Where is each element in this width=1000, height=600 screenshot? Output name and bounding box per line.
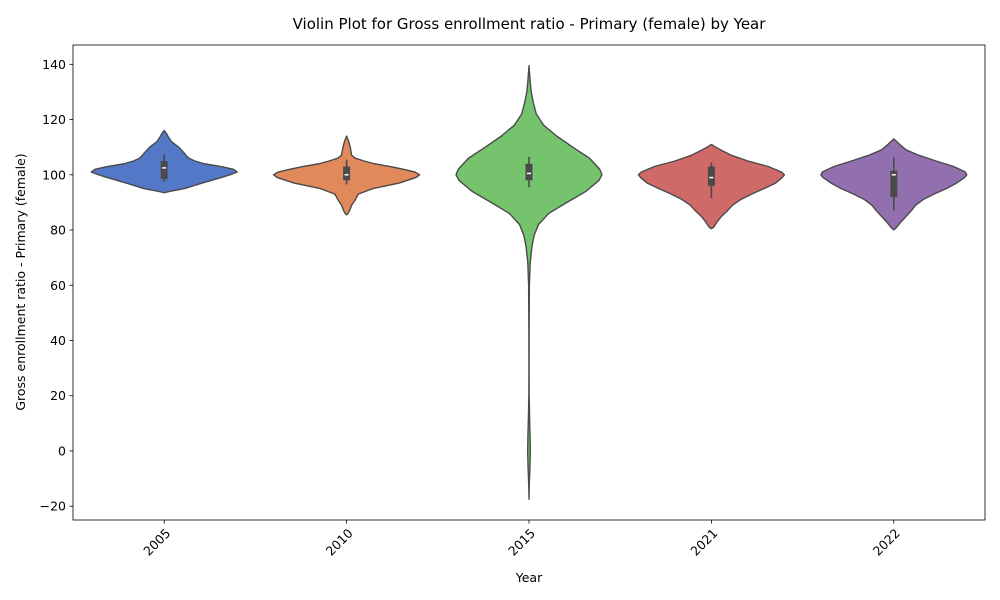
x-axis-label: Year — [515, 570, 543, 585]
y-tick-label: 80 — [50, 223, 66, 238]
violin-iqr-box-2010 — [343, 166, 351, 181]
y-tick-label: 120 — [42, 112, 66, 127]
y-tick-label: 60 — [50, 278, 66, 293]
y-tick-label: 0 — [58, 443, 66, 458]
violin-iqr-box-2021 — [707, 166, 715, 186]
violin-iqr-box-2005 — [160, 160, 168, 179]
y-tick-label: 140 — [42, 57, 66, 72]
violin-body-2015 — [455, 65, 603, 500]
violin-iqr-box-2022 — [890, 170, 898, 197]
y-axis: −20 0 20 40 60 80 100 120 140 — [40, 57, 73, 514]
chart-title: Violin Plot for Gross enrollment ratio -… — [293, 15, 767, 33]
y-axis-label: Gross enrollment ratio - Primary (female… — [13, 153, 28, 410]
violin-iqr-box-2015 — [525, 163, 533, 181]
y-tick-label: 100 — [42, 167, 66, 182]
y-tick-label: 40 — [50, 333, 66, 348]
violins-group — [90, 65, 968, 500]
y-tick-label: −20 — [40, 499, 66, 514]
y-tick-label: 20 — [50, 388, 66, 403]
